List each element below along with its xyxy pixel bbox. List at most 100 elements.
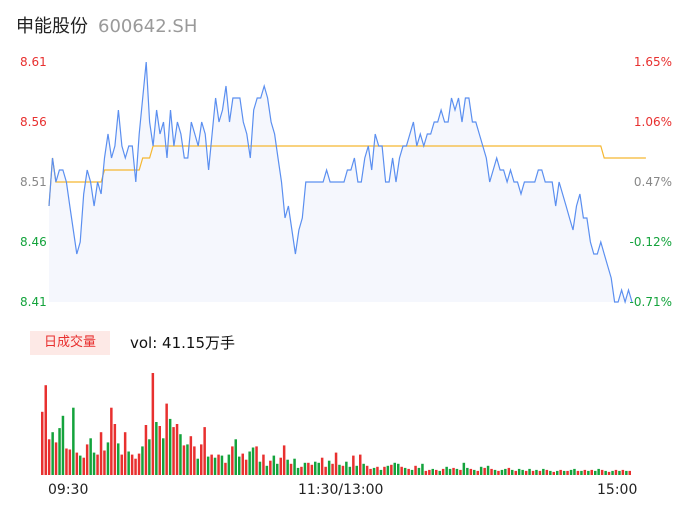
volume-bar (327, 460, 331, 475)
volume-bar (538, 470, 542, 475)
volume-bar (452, 467, 455, 475)
volume-bar (397, 463, 400, 475)
volume-bar (113, 424, 117, 475)
y-left-tick-4: 8.41 (20, 295, 47, 309)
volume-bar (244, 459, 248, 475)
volume-bar (165, 403, 168, 475)
volume-bar (569, 469, 573, 475)
volume-bar (521, 469, 524, 475)
volume-bar (92, 452, 96, 475)
volume-bar (296, 467, 300, 475)
volume-bar (549, 470, 552, 475)
volume-bar (459, 469, 462, 475)
volume-bar (300, 466, 303, 475)
volume-bar (196, 458, 199, 475)
volume-bar (137, 453, 141, 475)
volume-bar (410, 469, 414, 475)
volume-bar (334, 452, 338, 475)
volume-bar (621, 469, 625, 475)
volume-bar (303, 462, 307, 475)
x-tick-open: 09:30 (48, 482, 89, 498)
volume-bar (493, 469, 497, 475)
x-tick-midday: 11:30/13:00 (298, 482, 384, 498)
volume-bar (120, 454, 123, 475)
volume-bar (352, 455, 355, 475)
volume-bar (54, 442, 58, 475)
volume-bar (248, 451, 251, 475)
volume-bar (438, 470, 441, 475)
volume-bar (117, 443, 120, 475)
volume-bar (85, 444, 89, 475)
volume-bar (289, 463, 293, 475)
volume-bar (445, 466, 448, 475)
volume-bar (241, 453, 244, 475)
volume-bar (276, 463, 279, 475)
volume-bar (528, 468, 531, 475)
volume-bar (600, 469, 604, 475)
volume-bar (238, 456, 241, 475)
volume-bar (255, 446, 258, 475)
volume-bar (531, 470, 535, 475)
volume-bar (231, 446, 234, 475)
volume-bar (403, 467, 407, 475)
volume-bar (524, 470, 528, 475)
volume-bar (262, 454, 265, 475)
volume-bar (58, 428, 61, 475)
volume-bar (251, 447, 255, 475)
volume-bar (269, 460, 272, 475)
volume-bar (559, 469, 562, 475)
volume-bar (517, 468, 521, 475)
volume-bar (110, 407, 113, 475)
volume-bar (155, 422, 158, 475)
volume-bar (421, 463, 424, 475)
volume-bar (348, 466, 352, 475)
volume-bar (552, 471, 555, 475)
volume-bar (310, 464, 314, 475)
volume-bar (504, 468, 507, 475)
volume-bar (376, 466, 379, 475)
volume-bar (407, 468, 410, 475)
volume-bar (203, 427, 206, 475)
y-left-tick-2: 8.51 (20, 175, 47, 189)
price-line (48, 61, 633, 305)
volume-badge[interactable]: 日成交量 (30, 331, 110, 355)
volume-bar (604, 470, 607, 475)
volume-bar (466, 467, 469, 475)
volume-bar (41, 411, 44, 475)
volume-bar (338, 464, 341, 475)
volume-bar (324, 466, 327, 475)
volume-bar (379, 469, 383, 475)
volume-bar (79, 455, 82, 475)
volume-bar (175, 424, 179, 475)
volume-bar (127, 451, 130, 475)
volume-bar (455, 468, 459, 475)
volume-bar (68, 449, 72, 475)
volume-bar (130, 454, 134, 475)
volume-bar (607, 471, 611, 475)
volume-bar (424, 470, 428, 475)
volume-bar (148, 439, 151, 475)
volume-bar (448, 468, 452, 475)
volume-bar (390, 464, 393, 475)
volume-bar (134, 458, 137, 475)
volume-bar (293, 458, 296, 475)
volume-bar (210, 454, 213, 475)
volume-bar (625, 470, 628, 475)
volume-bar (158, 426, 161, 475)
volume-bar (562, 470, 566, 475)
volume-bar (469, 468, 473, 475)
volume-bar (417, 467, 421, 475)
volume-bar (483, 467, 486, 475)
volume-bar (583, 469, 587, 475)
volume-bar (400, 466, 403, 475)
volume-bar (206, 456, 210, 475)
volume-bar (65, 448, 68, 475)
volume-bar (200, 444, 203, 475)
volume-bar (123, 432, 127, 475)
volume-bar (314, 461, 317, 475)
volume-bar (220, 455, 224, 475)
volume-bars (41, 373, 631, 475)
y-right-tick-0: 1.65% (633, 55, 672, 69)
volume-bar (542, 468, 545, 475)
volume-bar (168, 418, 172, 475)
